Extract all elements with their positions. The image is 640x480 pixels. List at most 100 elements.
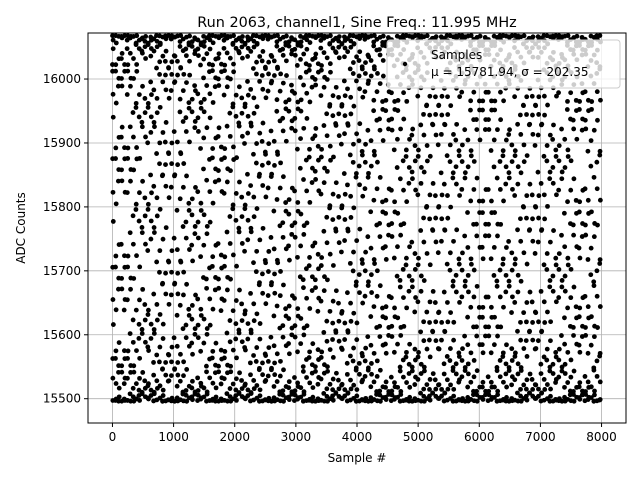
- sample-point: [198, 105, 204, 111]
- sample-point: [201, 39, 207, 45]
- sample-point: [462, 170, 468, 176]
- sample-point: [266, 59, 272, 65]
- sample-point: [424, 143, 430, 148]
- sample-point: [295, 380, 301, 386]
- sample-point: [406, 273, 412, 279]
- sample-point: [495, 221, 501, 227]
- sample-point: [177, 378, 183, 384]
- sample-point: [186, 100, 192, 106]
- sample-point: [175, 372, 181, 378]
- sample-point: [113, 201, 119, 207]
- sample-point: [233, 191, 239, 196]
- sample-point: [183, 53, 189, 59]
- sample-point: [483, 89, 489, 95]
- sample-point: [301, 232, 307, 237]
- sample-point: [401, 90, 406, 96]
- sample-point: [160, 393, 166, 398]
- sample-point: [380, 73, 386, 79]
- sample-point: [154, 385, 160, 391]
- sample-point: [289, 125, 295, 131]
- sample-point: [585, 304, 591, 310]
- sample-point: [495, 233, 500, 239]
- sample-point: [122, 297, 128, 302]
- sample-point: [163, 360, 169, 365]
- sample-point: [518, 216, 523, 222]
- sample-point: [230, 40, 236, 46]
- sample-point: [195, 219, 201, 225]
- sample-point: [148, 130, 154, 135]
- sample-point: [201, 242, 207, 248]
- sample-point: [465, 137, 471, 143]
- sample-point: [571, 392, 576, 397]
- sample-point: [591, 367, 597, 373]
- sample-point: [239, 194, 245, 200]
- sample-point: [351, 141, 356, 147]
- sample-point: [453, 137, 459, 143]
- sample-point: [433, 386, 439, 392]
- sample-point: [219, 296, 225, 302]
- sample-point: [583, 333, 589, 338]
- sample-point: [130, 110, 136, 115]
- sample-point: [430, 371, 436, 377]
- sample-point: [339, 203, 345, 209]
- sample-point: [372, 66, 377, 72]
- sample-point: [571, 126, 577, 132]
- sample-point: [148, 336, 154, 341]
- sample-point: [574, 136, 580, 142]
- sample-point: [201, 109, 207, 115]
- sample-point: [354, 320, 360, 326]
- sample-point: [530, 216, 535, 222]
- sample-point: [368, 314, 374, 319]
- sample-point: [538, 371, 544, 376]
- sample-point: [545, 309, 550, 315]
- sample-point: [245, 37, 251, 43]
- y-tick-label: 16000: [43, 72, 81, 86]
- sample-point: [468, 350, 474, 356]
- sample-point: [307, 306, 313, 311]
- sample-point: [488, 256, 494, 262]
- sample-point: [454, 227, 460, 233]
- sample-point: [474, 388, 479, 394]
- sample-point: [128, 167, 134, 172]
- sample-point: [127, 50, 133, 56]
- sample-point: [565, 349, 571, 355]
- sample-point: [251, 378, 257, 383]
- sample-point: [421, 111, 426, 117]
- sample-point: [278, 160, 283, 166]
- sample-point: [474, 324, 479, 330]
- sample-point: [348, 44, 354, 50]
- sample-point: [253, 160, 259, 166]
- sample-point: [374, 117, 380, 123]
- sample-point: [110, 322, 116, 327]
- sample-point: [166, 259, 172, 265]
- sample-point: [497, 294, 503, 300]
- sample-point: [506, 239, 512, 244]
- sample-point: [595, 117, 600, 123]
- sample-point: [137, 375, 142, 381]
- sample-point: [168, 184, 174, 190]
- sample-point: [219, 375, 225, 381]
- sample-point: [257, 280, 262, 285]
- sample-point: [228, 276, 233, 282]
- sample-point: [189, 43, 195, 49]
- sample-point: [515, 390, 520, 396]
- sample-point: [474, 333, 480, 339]
- sample-point: [588, 272, 594, 278]
- sample-point: [348, 94, 354, 100]
- sample-point: [204, 83, 210, 88]
- sample-point: [506, 278, 512, 284]
- sample-point: [201, 75, 206, 81]
- sample-point: [456, 354, 462, 359]
- sample-point: [468, 153, 474, 159]
- sample-point: [585, 148, 591, 154]
- sample-point: [297, 165, 303, 171]
- sample-point: [224, 330, 230, 336]
- sample-point: [544, 267, 550, 272]
- sample-point: [271, 246, 277, 252]
- sample-point: [562, 315, 567, 321]
- sample-point: [292, 128, 298, 134]
- sample-point: [541, 299, 547, 305]
- sample-point: [471, 187, 477, 192]
- sample-point: [122, 253, 127, 259]
- sample-point: [310, 243, 316, 249]
